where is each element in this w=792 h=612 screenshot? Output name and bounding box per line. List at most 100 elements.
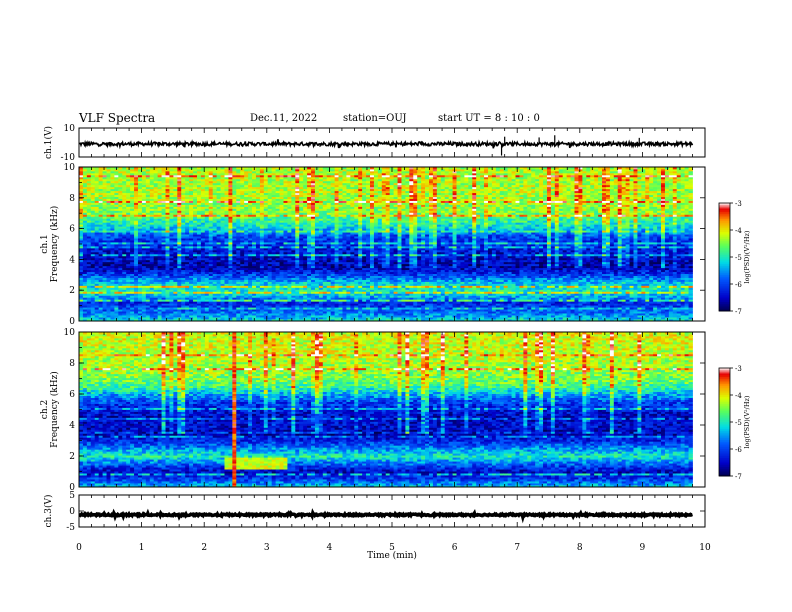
- spectrogram-cell: [98, 261, 103, 265]
- spectrogram-cell: [141, 273, 147, 276]
- spectrogram-cell: [141, 317, 147, 320]
- spectrogram-cell: [185, 299, 190, 302]
- spectrogram-cell: [204, 192, 210, 196]
- spectrogram-cell: [177, 168, 182, 172]
- spectrogram-cell: [193, 220, 198, 223]
- spectrogram-cell: [130, 170, 135, 174]
- spectrogram-cell: [157, 271, 162, 275]
- spectrogram-cell: [173, 186, 178, 190]
- spectrogram-cell: [82, 228, 88, 231]
- spectrogram-cell: [173, 222, 178, 225]
- spectrogram-cell: [161, 168, 166, 172]
- spectrogram-cell: [90, 198, 96, 201]
- spectrogram-cell: [153, 297, 159, 300]
- spectrogram-cell: [232, 172, 237, 176]
- spectrogram-cell: [110, 315, 115, 318]
- spectrogram-cell: [161, 319, 166, 322]
- spectrogram-cell: [94, 309, 100, 312]
- spectrogram-cell: [86, 204, 92, 207]
- spectrogram-cell: [204, 319, 210, 322]
- spectrogram-cell: [177, 220, 182, 223]
- spectrogram-cell: [208, 210, 214, 213]
- spectrogram-cell: [94, 293, 100, 296]
- spectrogram-cell: [130, 247, 135, 251]
- spectrogram-cell: [193, 228, 198, 231]
- spectrogram-cell: [126, 301, 131, 304]
- spectrogram-cell: [153, 198, 159, 201]
- spectrogram-cell: [110, 305, 115, 308]
- spectrogram-cell: [177, 202, 182, 205]
- spectrogram-cell: [220, 295, 225, 298]
- spectrogram-cell: [200, 208, 206, 211]
- spectrogram-cell: [122, 275, 127, 278]
- spectrogram-cell: [228, 255, 233, 259]
- spectrogram-cell: [137, 198, 143, 201]
- spectrogram-cell: [157, 301, 162, 304]
- spectrogram-cell: [216, 293, 221, 296]
- spectrogram-cell: [153, 208, 159, 211]
- spectrogram-cell: [102, 204, 107, 207]
- spectrogram-cell: [94, 257, 100, 261]
- spectrogram-cell: [161, 182, 166, 186]
- spectrogram-cell: [110, 295, 115, 298]
- spectrogram-cell: [118, 257, 123, 261]
- spectrogram-cell: [204, 167, 210, 170]
- spectrogram-cell: [173, 289, 178, 292]
- spectrogram-cell: [90, 271, 96, 275]
- spectrogram-cell: [204, 174, 210, 178]
- spectrogram-cell: [134, 242, 139, 245]
- spectrogram-cell: [153, 273, 159, 276]
- spectrogram-cell: [169, 245, 174, 249]
- spectrogram-cell: [228, 279, 233, 282]
- spectrogram-cell: [173, 285, 178, 288]
- spectrogram-cell: [161, 309, 166, 312]
- spectrogram-cell: [240, 257, 245, 261]
- spectrogram-cell: [196, 174, 202, 178]
- spectrogram-cell: [79, 307, 84, 310]
- spectrogram-cell: [212, 224, 218, 227]
- spectrogram-cell: [165, 309, 170, 312]
- spectrogram-cell: [98, 180, 103, 184]
- spectrogram-cell: [189, 291, 194, 294]
- spectrogram-cell: [220, 279, 225, 282]
- spectrogram-cell: [181, 279, 186, 282]
- spectrogram-cell: [114, 238, 119, 241]
- spectrogram-cell: [86, 182, 92, 186]
- spectrogram-cell: [82, 202, 88, 205]
- spectrogram-cell: [145, 198, 151, 201]
- spectrogram-cell: [149, 202, 155, 205]
- spectrogram-cell: [106, 170, 111, 174]
- spectrogram-cell: [130, 257, 135, 261]
- spectrogram-cell: [118, 242, 123, 245]
- spectrogram-cell: [232, 273, 237, 276]
- spectrogram-cell: [82, 180, 88, 184]
- spectrogram-cell: [157, 279, 162, 282]
- spectrogram-cell: [102, 198, 107, 201]
- spectrogram-cell: [114, 218, 119, 221]
- spectrogram-cell: [130, 224, 135, 227]
- spectrogram-cell: [94, 194, 100, 198]
- spectrogram-cell: [82, 208, 88, 211]
- spectrogram-cell: [224, 222, 229, 225]
- spectrogram-cell: [236, 315, 241, 318]
- spectrogram-cell: [177, 257, 182, 261]
- spectrogram-cell: [236, 283, 241, 286]
- spectrogram-cell: [157, 240, 162, 243]
- spectrogram-cell: [181, 190, 186, 194]
- spectrogram-cell: [161, 230, 166, 233]
- spectrogram-cell: [94, 198, 100, 201]
- spectrogram-cell: [153, 228, 159, 231]
- spectrogram-cell: [102, 313, 107, 316]
- spectrogram-cell: [236, 228, 241, 231]
- spectrogram-cell: [137, 265, 143, 269]
- spectrogram-cell: [240, 267, 245, 271]
- spectrogram-cell: [212, 277, 218, 280]
- spectrogram-cell: [79, 279, 84, 282]
- spectrogram-cell: [122, 287, 127, 290]
- spectrogram-cell: [204, 200, 210, 203]
- spectrogram-cell: [165, 317, 170, 320]
- spectrogram-cell: [157, 184, 162, 188]
- spectrogram-cell: [141, 167, 147, 170]
- spectrogram-cell: [82, 204, 88, 207]
- spectrogram-cell: [79, 275, 84, 278]
